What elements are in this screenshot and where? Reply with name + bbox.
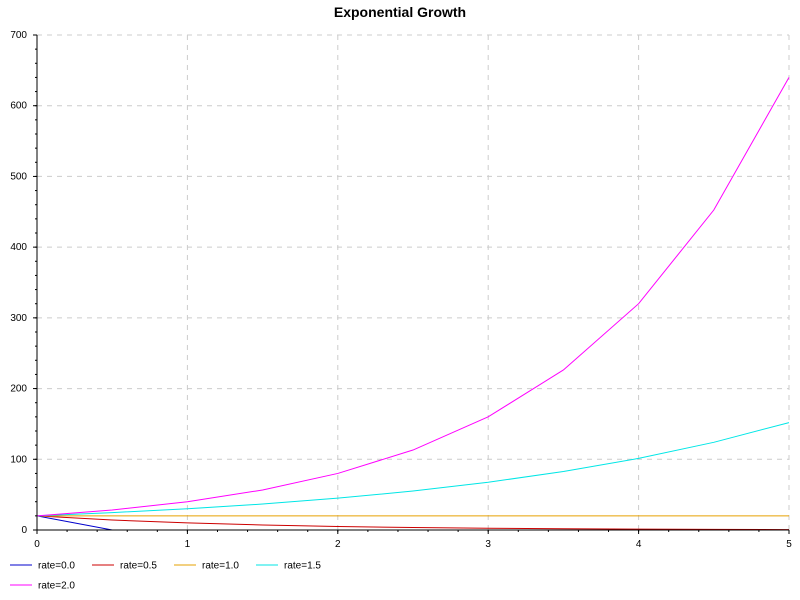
legend-entry: rate=1.0 [202,561,239,572]
legend-entry: rate=0.5 [120,561,157,572]
y-tick-label: 200 [10,384,27,395]
series-line-4 [36,77,790,517]
x-tick-label: 2 [335,539,341,550]
axes [33,34,790,534]
y-tick-label: 100 [10,454,27,465]
series-line-1 [36,515,790,531]
legend-entry: rate=2.0 [38,581,75,592]
y-tick-label: 600 [10,101,27,112]
grid [36,34,790,531]
y-tick-label: 500 [10,171,27,182]
series-line-3 [36,422,790,517]
y-tick-label: 400 [10,242,27,253]
x-tick-label: 1 [185,539,191,550]
legend: rate=0.0 rate=0.5 rate=1.0 rate=1.5 rate=2.0 [10,561,321,592]
chart-title: Exponential Growth [334,4,466,20]
legend-entry: rate=0.0 [38,561,75,572]
legend-entry: rate=1.5 [284,561,321,572]
x-tick-label: 3 [485,539,491,550]
series-lines [36,77,790,531]
y-tick-label: 0 [21,525,27,536]
tick-labels: 0 1 2 3 4 5 0 100 200 300 400 500 600 700 [10,30,792,550]
y-tick-label: 300 [10,313,27,324]
x-tick-label: 4 [636,539,642,550]
x-tick-label: 5 [786,539,792,550]
x-tick-label: 0 [34,539,40,550]
y-tick-label: 700 [10,30,27,41]
